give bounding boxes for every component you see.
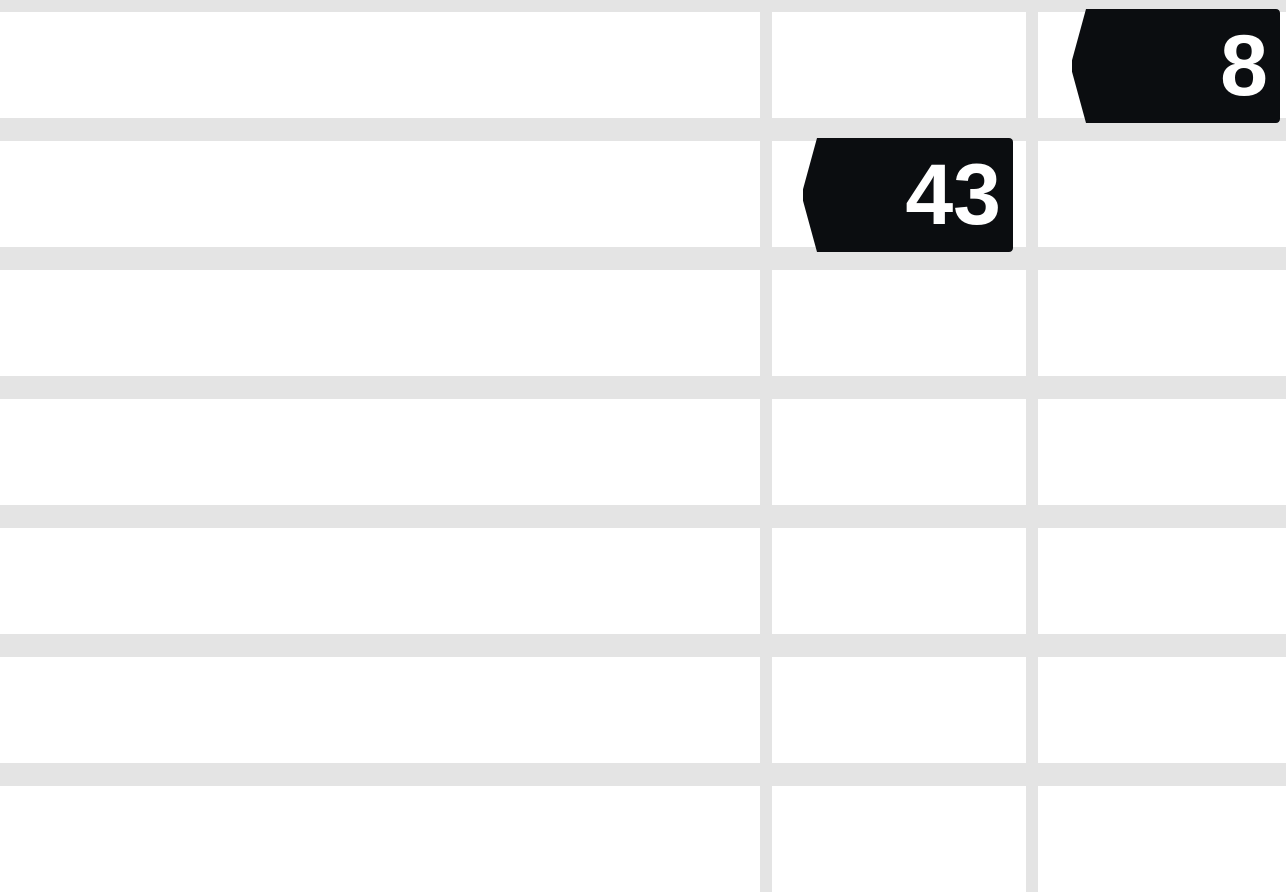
grid-cell: [1038, 528, 1286, 634]
grid-cell: [0, 270, 760, 376]
grid-cell: [0, 399, 760, 505]
grid-cell: [1038, 141, 1286, 247]
rating-marker: 43: [803, 138, 1013, 252]
grid-cell: [0, 141, 760, 247]
grid-cell: [772, 270, 1026, 376]
grid-cell: [772, 399, 1026, 505]
grid-cell: [1038, 657, 1286, 763]
grid-cell: [772, 12, 1026, 118]
grid-cell: [0, 12, 760, 118]
grid-cell: [1038, 270, 1286, 376]
grid-cell: [772, 657, 1026, 763]
grid-cell: [1038, 399, 1286, 505]
grid-cell: [0, 786, 760, 892]
grid-cell: [772, 786, 1026, 892]
grid-cell: [1038, 786, 1286, 892]
rating-marker: 8: [1072, 9, 1280, 123]
grid-cell: [0, 657, 760, 763]
grid-cell: [772, 528, 1026, 634]
grid-cell: [0, 528, 760, 634]
